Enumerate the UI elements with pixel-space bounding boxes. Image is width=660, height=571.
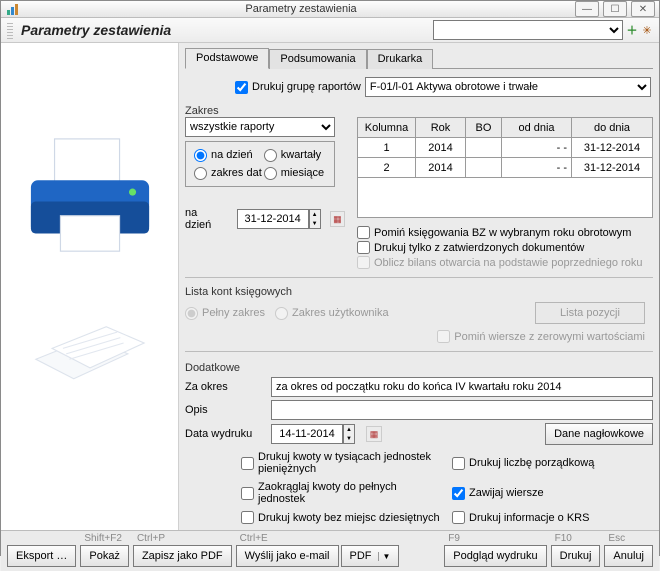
dane-naglowkowe-button[interactable]: Dane nagłowkowe [545,423,653,445]
chk-pomin-bz[interactable] [357,226,370,239]
za-okres-label: Za okres [185,381,263,393]
zakres-radios: na dzień kwartały zakres dat miesiące [185,141,335,187]
print-group-label: Drukuj grupę raportów [252,81,361,93]
chk-oblicz-bilans [357,256,370,269]
anuluj-button[interactable]: Anuluj [604,545,653,567]
minimize-button[interactable]: — [575,1,599,17]
wyslij-email-button[interactable]: Wyślij jako e-mail [236,545,339,567]
chk-zaokraglaj[interactable] [241,487,254,500]
tabs: Podstawowe Podsumowania Drukarka [185,47,653,69]
illustration-panel [1,43,179,530]
radio-na-dzien[interactable] [194,149,207,162]
app-icon [5,1,21,17]
radio-kwartaly[interactable] [264,149,277,162]
na-dzien-label: na dzień [185,207,225,231]
titlebar: Parametry zestawienia — ☐ ✕ [1,1,659,18]
pokaz-button[interactable]: Pokaż [80,545,129,567]
chk-pomin-zerowe [437,330,450,343]
add-preset-icon[interactable]: ＋ [626,24,638,36]
window: Parametry zestawienia — ☐ ✕ Parametry ze… [0,0,660,556]
chk-lp[interactable] [452,457,465,470]
maximize-button[interactable]: ☐ [603,1,627,17]
lista-pozycji-button: Lista pozycji [535,302,645,324]
print-group-checkbox[interactable] [235,81,248,94]
radio-miesiace[interactable] [264,167,277,180]
zakres-select[interactable]: wszystkie raporty [185,117,335,137]
page-title: Parametry zestawienia [17,22,433,38]
table-row[interactable]: 22014- -31-12-2014 [358,158,653,178]
col-kolumna: Kolumna [358,118,416,138]
bottom-bar: Eksport … Shift+F2Pokaż Ctrl+PZapisz jak… [1,530,659,571]
na-dzien-spinner[interactable]: ▲▼ [309,209,321,229]
na-dzien-input[interactable] [237,209,309,229]
table-row[interactable]: 12014- -31-12-2014 [358,138,653,158]
col-rok: Rok [416,118,466,138]
col-od-dnia: od dnia [502,118,572,138]
periods-table: Kolumna Rok BO od dnia do dnia 12014- -3… [357,117,653,178]
radio-zakres-dat[interactable] [194,167,207,180]
col-bo: BO [466,118,502,138]
data-wydruku-input[interactable] [271,424,343,444]
close-button[interactable]: ✕ [631,1,655,17]
data-wydruku-spinner[interactable]: ▲▼ [343,424,355,444]
chk-krs[interactable] [452,511,465,524]
report-group-select[interactable]: F-01/l-01 Aktywa obrotowe i trwałe [365,77,651,97]
printer-icon [15,133,165,263]
calendar-icon[interactable]: ▦ [330,211,345,227]
opis-input[interactable] [271,400,653,420]
drukuj-button[interactable]: Drukuj [551,545,601,567]
papers-icon [25,293,155,393]
radio-pelny-zakres [185,307,198,320]
lista-kont-label: Lista kont księgowych [185,286,653,298]
tab-drukarka[interactable]: Drukarka [367,49,434,69]
grip-icon [7,21,13,39]
za-okres-input[interactable] [271,377,653,397]
radio-zakres-uzytkownika [275,307,288,320]
podglad-button[interactable]: Podgląd wydruku [444,545,546,567]
data-wydruku-label: Data wydruku [185,428,263,440]
window-title: Parametry zestawienia [27,3,575,15]
report-group-row: Drukuj grupę raportów F-01/l-01 Aktywa o… [235,77,653,97]
zakres-label: Zakres [185,105,653,117]
calendar-icon-2[interactable]: ▦ [366,426,382,442]
tab-podstawowe[interactable]: Podstawowe [185,48,269,69]
eksport-button[interactable]: Eksport … [7,545,76,567]
chk-tylko-zatwierdzone[interactable] [357,241,370,254]
email-format-select[interactable]: PDF▼ [341,545,400,567]
chk-tysiace[interactable] [241,457,254,470]
preset-settings-icon[interactable]: ✳ [641,24,653,36]
opis-label: Opis [185,404,263,416]
preset-select[interactable] [433,20,623,40]
tab-podsumowania[interactable]: Podsumowania [269,49,366,69]
zapisz-pdf-button[interactable]: Zapisz jako PDF [133,545,232,567]
chk-bez-dziesietnych[interactable] [241,511,254,524]
col-do-dnia: do dnia [572,118,653,138]
chk-zawijaj[interactable] [452,487,465,500]
dodatkowe-label: Dodatkowe [185,362,653,374]
table-empty-area [357,178,653,218]
header: Parametry zestawienia ＋ ✳ [1,18,659,43]
